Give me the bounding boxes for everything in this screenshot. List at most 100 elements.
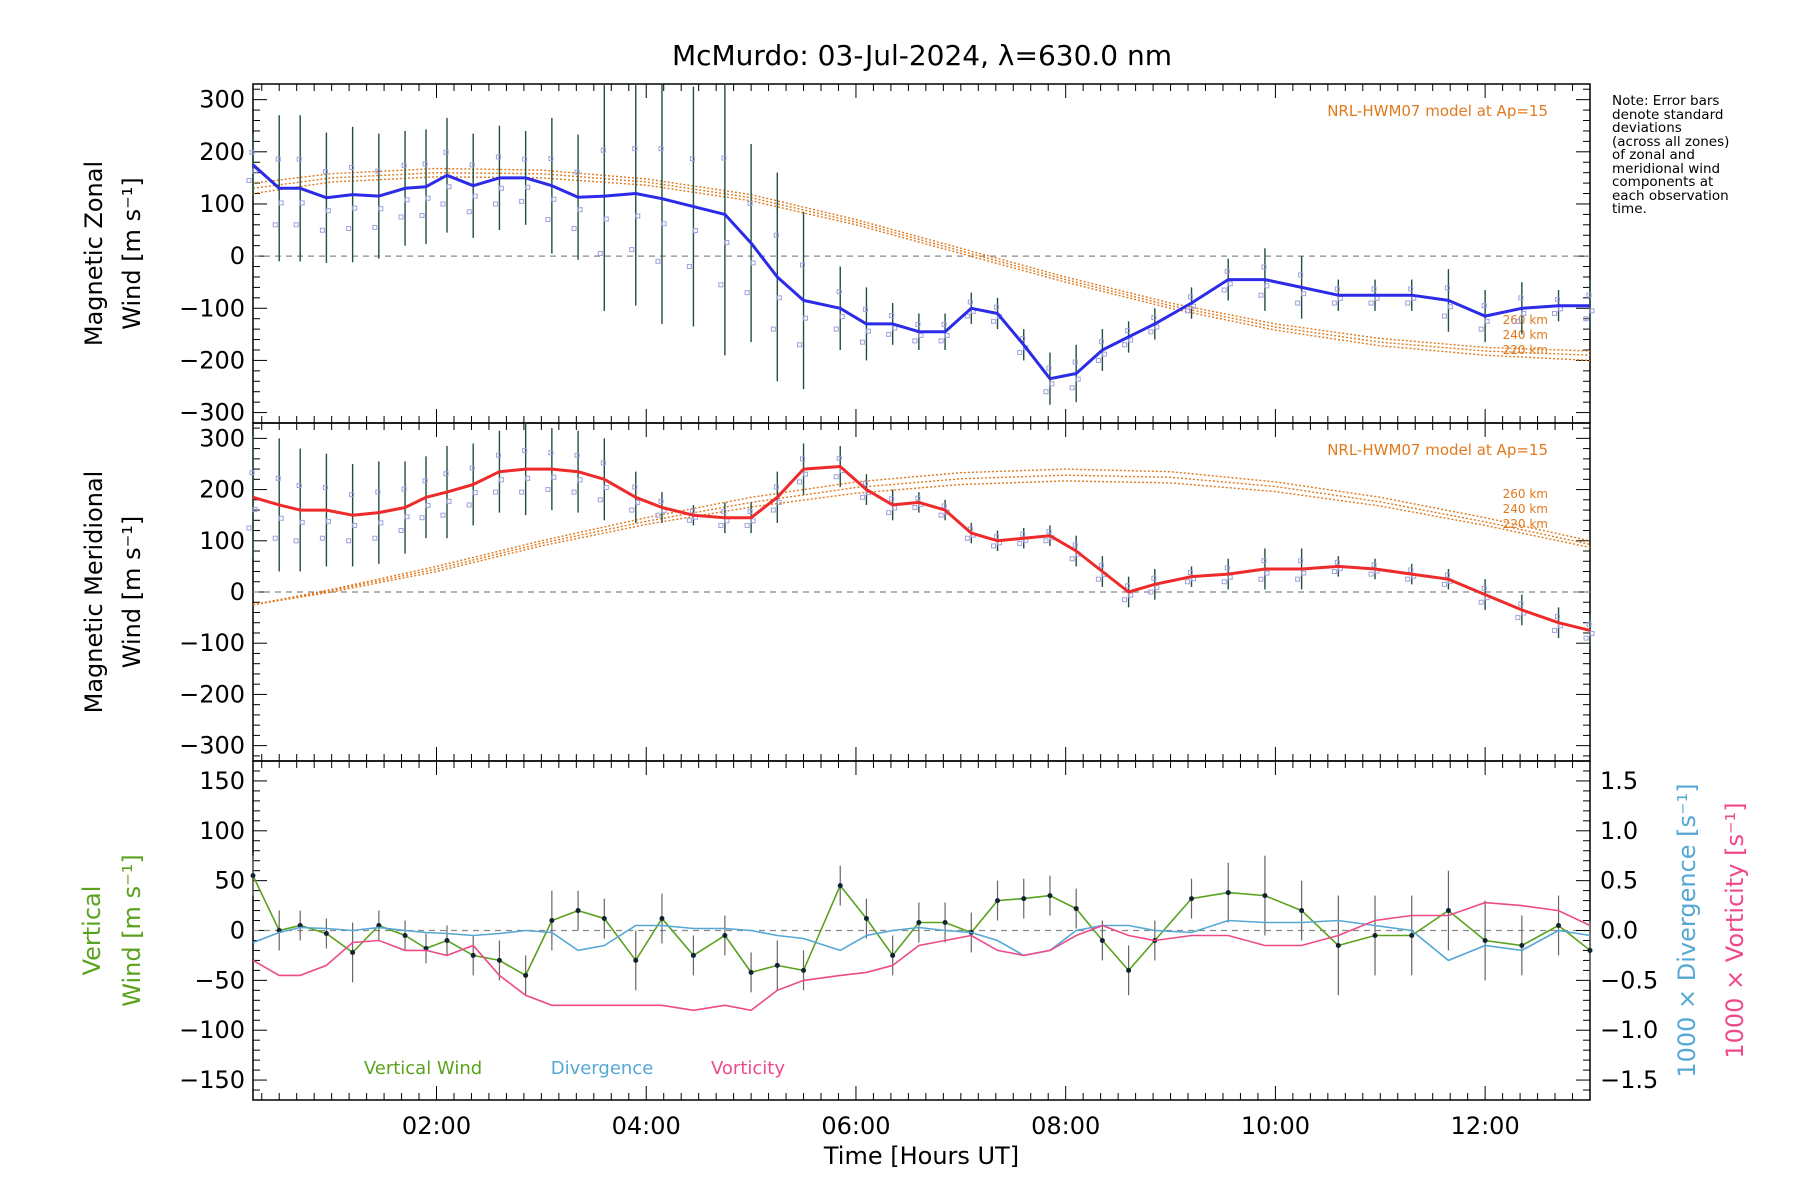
- zone-sample-marker: [1128, 592, 1134, 598]
- zone-sample-marker: [1298, 558, 1304, 564]
- zone-sample-marker: [833, 474, 839, 480]
- zone-sample-marker: [1368, 300, 1374, 306]
- vertical-wind-point: [575, 908, 581, 914]
- zone-sample-marker: [404, 197, 410, 203]
- zone-sample-marker: [1295, 300, 1301, 306]
- zone-sample-marker: [293, 538, 299, 544]
- zone-sample-marker: [1518, 295, 1524, 301]
- zone-sample-marker: [918, 332, 924, 338]
- zone-sample-marker: [443, 471, 449, 477]
- zone-sample-marker: [1261, 558, 1267, 564]
- zone-sample-marker: [865, 328, 871, 334]
- zone-sample-marker: [1264, 570, 1270, 576]
- zone-sample-marker: [797, 342, 803, 348]
- x-tick-label: 04:00: [612, 1112, 681, 1140]
- zone-sample-marker: [443, 149, 449, 155]
- zone-sample-marker: [1258, 292, 1264, 298]
- vertical-wind-point: [549, 918, 555, 924]
- zone-sample-marker: [352, 522, 358, 528]
- vertical-wind-point: [1126, 967, 1132, 973]
- zone-sample-marker: [446, 184, 452, 190]
- zone-sample-marker: [548, 156, 554, 162]
- zone-sample-marker: [889, 313, 895, 319]
- y-tick-label: 100: [199, 527, 245, 555]
- vertical-wind-point: [1262, 893, 1268, 899]
- zone-sample-marker: [1049, 381, 1055, 387]
- zone-sample-marker: [1046, 365, 1052, 371]
- y-axis-label: Wind [m s⁻¹]: [118, 177, 146, 329]
- zone-sample-marker: [252, 507, 258, 513]
- zone-sample-marker: [1331, 569, 1337, 575]
- zone-sample-marker: [1043, 538, 1049, 544]
- vertical-wind-point: [1073, 906, 1079, 912]
- y2-tick-label: 1.5: [1600, 767, 1638, 795]
- zone-sample-marker: [425, 195, 431, 201]
- zone-sample-marker: [422, 161, 428, 167]
- zone-sample-marker: [275, 156, 281, 162]
- model-altitude-label: 240 km: [1503, 502, 1548, 516]
- zone-sample-marker: [1125, 583, 1131, 589]
- zone-sample-marker: [1125, 328, 1131, 334]
- zone-sample-marker: [991, 543, 997, 549]
- y-tick-label: 50: [214, 867, 245, 895]
- vertical-wind-point: [1189, 896, 1195, 902]
- zone-sample-marker: [1371, 562, 1377, 568]
- y-axis-label: Wind [m s⁻¹]: [118, 516, 146, 668]
- y-tick-label: −150: [179, 1066, 245, 1094]
- zone-sample-marker: [349, 492, 355, 498]
- zone-sample-marker: [862, 306, 868, 312]
- zone-sample-marker: [1301, 570, 1307, 576]
- vertical-wind-point: [837, 883, 843, 889]
- y-axis-label: Vertical: [78, 886, 106, 976]
- note-line: (across all zones): [1612, 133, 1730, 150]
- zone-sample-marker: [886, 331, 892, 337]
- vertical-wind-point: [1335, 942, 1341, 948]
- zone-sample-marker: [773, 232, 779, 238]
- zone-sample-marker: [346, 538, 352, 544]
- zone-sample-marker: [836, 455, 842, 461]
- zone-sample-marker: [941, 321, 947, 327]
- zone-sample-marker: [299, 200, 305, 206]
- vertical-wind-point: [890, 952, 896, 958]
- vertical-wind-point: [748, 969, 754, 975]
- zone-sample-marker: [469, 162, 475, 168]
- zone-sample-marker: [1224, 268, 1230, 274]
- zone-sample-marker: [600, 147, 606, 153]
- zone-sample-marker: [545, 487, 551, 493]
- zone-sample-marker: [519, 489, 525, 495]
- y-axis-label: Magnetic Zonal: [80, 161, 108, 346]
- y-tick-label: 0: [230, 242, 245, 270]
- zone-sample-marker: [551, 474, 557, 480]
- zone-sample-marker: [776, 295, 782, 301]
- zone-sample-marker: [1261, 264, 1267, 270]
- zone-sample-marker: [577, 477, 583, 483]
- y-tick-label: −100: [179, 1016, 245, 1044]
- x-tick-label: 12:00: [1451, 1112, 1520, 1140]
- zone-sample-marker: [747, 509, 753, 515]
- zone-sample-marker: [718, 522, 724, 528]
- y2-tick-label: −1.0: [1600, 1016, 1658, 1044]
- vertical-wind-point: [1409, 932, 1415, 938]
- error-bar-note: Note: Error bars denote standard deviati…: [1612, 94, 1782, 217]
- zone-sample-marker: [469, 465, 475, 471]
- zone-sample-marker: [495, 154, 501, 160]
- zone-sample-marker: [859, 494, 865, 500]
- zone-sample-marker: [398, 214, 404, 220]
- zone-sample-marker: [770, 507, 776, 513]
- zone-sample-marker: [1122, 597, 1128, 603]
- vertical-wind-point: [659, 916, 665, 922]
- vertical-wind-point: [250, 873, 256, 879]
- zone-sample-marker: [1221, 287, 1227, 293]
- zone-sample-marker: [1188, 294, 1194, 300]
- zone-sample-marker: [1258, 576, 1264, 582]
- zone-sample-marker: [859, 339, 865, 345]
- zone-sample-marker: [1583, 316, 1589, 322]
- zone-sample-marker: [472, 490, 478, 496]
- zone-sample-marker: [1069, 556, 1075, 562]
- zone-sample-marker: [1586, 621, 1592, 627]
- zone-sample-marker: [1405, 300, 1411, 306]
- y-tick-label: 200: [199, 476, 245, 504]
- note-line: deviations: [1612, 120, 1682, 136]
- zone-sample-marker: [944, 332, 950, 338]
- zone-sample-marker: [1046, 529, 1052, 535]
